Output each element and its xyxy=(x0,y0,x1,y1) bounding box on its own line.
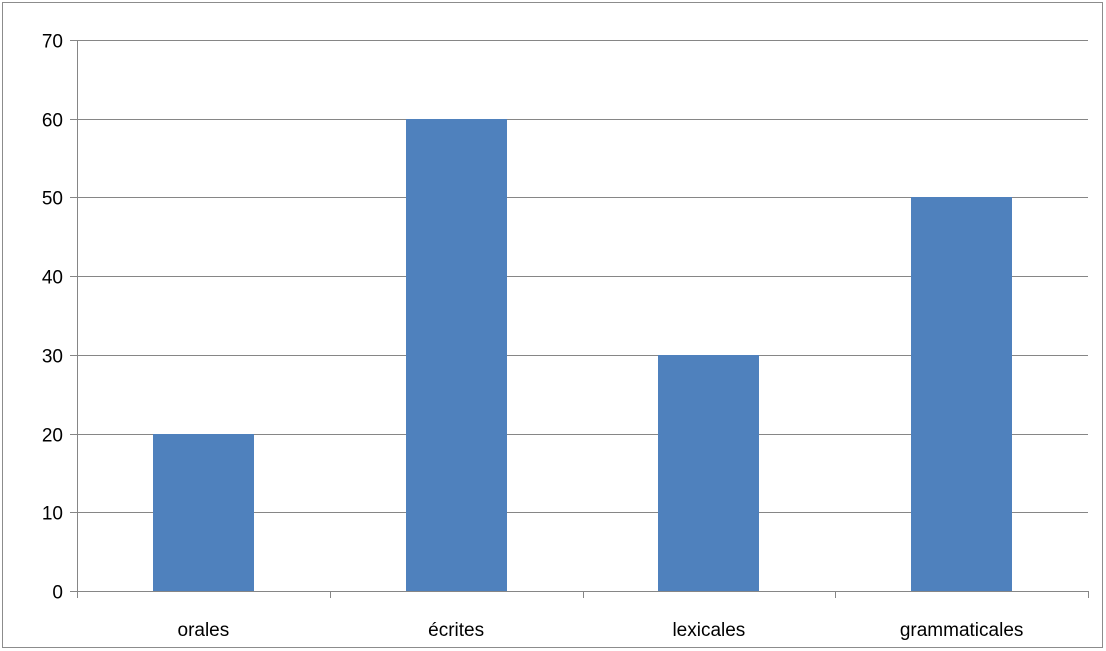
x-tick-label: lexicales xyxy=(672,620,745,641)
bars xyxy=(153,119,1012,591)
x-tick-label: écrites xyxy=(428,620,484,641)
y-tick-label: 50 xyxy=(42,189,63,210)
y-tick-label: 40 xyxy=(42,268,63,289)
x-tick-label: orales xyxy=(178,620,230,641)
y-tick-label: 30 xyxy=(42,347,63,368)
bar-grammaticales xyxy=(911,197,1012,591)
tick-labels: 0 10 20 30 40 50 60 70 orales écrites lexicales gra… xyxy=(42,32,1024,642)
y-tick-label: 70 xyxy=(42,32,63,53)
x-tick-label: grammaticales xyxy=(900,620,1024,641)
y-tick-label: 0 xyxy=(52,583,63,604)
axes xyxy=(70,40,1089,598)
y-tick-label: 20 xyxy=(42,426,63,447)
bar-écrites xyxy=(406,119,507,591)
y-tick-label: 60 xyxy=(42,111,63,132)
bar-orales xyxy=(153,434,254,591)
y-tick-label: 10 xyxy=(42,504,63,525)
bar-lexicales xyxy=(658,355,759,591)
